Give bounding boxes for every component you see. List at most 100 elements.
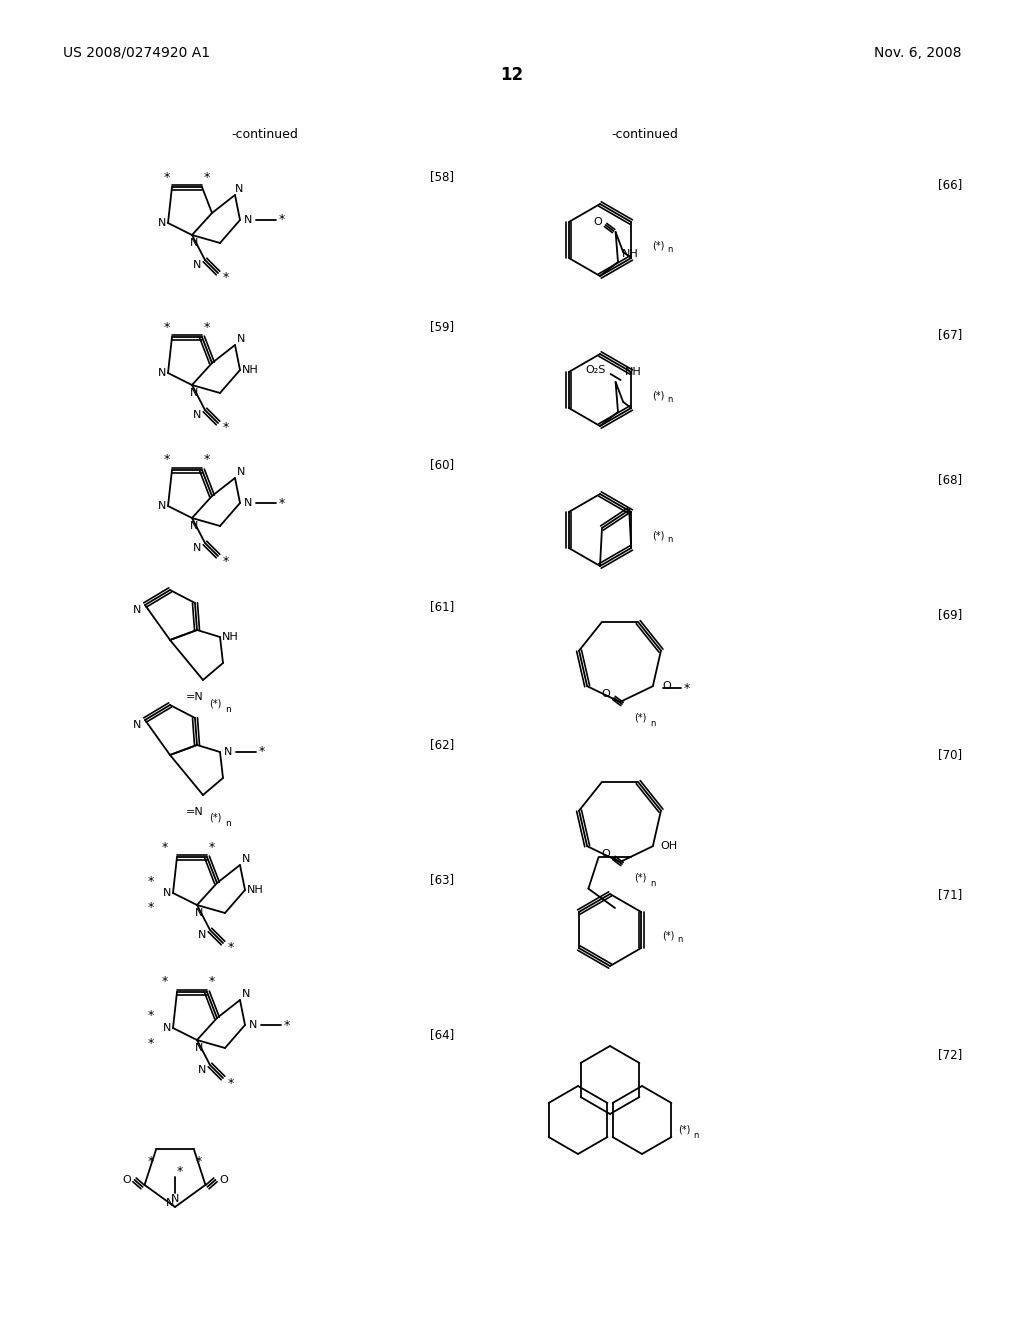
Text: N: N bbox=[193, 260, 201, 271]
Text: 12: 12 bbox=[501, 66, 523, 84]
Text: (*): (*) bbox=[652, 240, 665, 249]
Text: N: N bbox=[242, 989, 250, 999]
Text: N: N bbox=[237, 467, 245, 477]
Text: O: O bbox=[602, 689, 610, 700]
Text: *: * bbox=[162, 841, 168, 854]
Text: *: * bbox=[209, 841, 215, 854]
Text: O₂S: O₂S bbox=[586, 366, 606, 375]
Text: N: N bbox=[133, 605, 141, 615]
Text: n: n bbox=[225, 705, 230, 714]
Text: N: N bbox=[234, 183, 243, 194]
Text: NH: NH bbox=[221, 632, 239, 642]
Text: N: N bbox=[193, 543, 201, 553]
Text: N: N bbox=[171, 1195, 179, 1204]
Text: =N: =N bbox=[186, 692, 204, 702]
Text: (*): (*) bbox=[209, 698, 221, 708]
Text: NH: NH bbox=[626, 367, 642, 378]
Text: *: * bbox=[228, 1077, 234, 1089]
Text: N: N bbox=[189, 238, 199, 248]
Text: [64]: [64] bbox=[430, 1028, 455, 1041]
Text: N: N bbox=[163, 1023, 171, 1034]
Text: [61]: [61] bbox=[430, 601, 455, 614]
Text: *: * bbox=[147, 874, 155, 887]
Text: N: N bbox=[249, 1020, 257, 1030]
Text: N: N bbox=[198, 931, 206, 940]
Text: O: O bbox=[122, 1175, 131, 1185]
Text: N: N bbox=[163, 888, 171, 898]
Text: [66]: [66] bbox=[938, 178, 963, 191]
Text: *: * bbox=[162, 975, 168, 989]
Text: [60]: [60] bbox=[430, 458, 454, 471]
Text: N: N bbox=[198, 1065, 206, 1074]
Text: (*): (*) bbox=[678, 1125, 690, 1135]
Text: n: n bbox=[225, 820, 230, 829]
Text: [63]: [63] bbox=[430, 874, 454, 887]
Text: *: * bbox=[209, 975, 215, 989]
Text: *: * bbox=[204, 454, 210, 466]
Text: *: * bbox=[223, 421, 229, 434]
Text: *: * bbox=[196, 1155, 202, 1168]
Text: O: O bbox=[593, 216, 602, 227]
Text: O: O bbox=[219, 1175, 227, 1185]
Text: n: n bbox=[668, 536, 673, 544]
Text: N: N bbox=[195, 908, 203, 917]
Text: *: * bbox=[147, 1010, 155, 1023]
Text: *: * bbox=[684, 681, 690, 694]
Text: N: N bbox=[166, 1199, 174, 1208]
Text: n: n bbox=[693, 1130, 698, 1139]
Text: N: N bbox=[158, 218, 166, 228]
Text: =N: =N bbox=[186, 807, 204, 817]
Text: O: O bbox=[663, 681, 671, 692]
Text: Nov. 6, 2008: Nov. 6, 2008 bbox=[873, 46, 961, 59]
Text: N: N bbox=[242, 854, 250, 865]
Text: *: * bbox=[147, 902, 155, 915]
Text: [72]: [72] bbox=[938, 1048, 963, 1061]
Text: N: N bbox=[244, 215, 252, 224]
Text: NH: NH bbox=[247, 884, 263, 895]
Text: *: * bbox=[164, 321, 170, 334]
Text: (*): (*) bbox=[652, 389, 665, 400]
Text: *: * bbox=[228, 941, 234, 954]
Text: n: n bbox=[668, 396, 673, 404]
Text: [68]: [68] bbox=[938, 474, 963, 487]
Text: *: * bbox=[147, 1036, 155, 1049]
Text: n: n bbox=[650, 879, 655, 888]
Text: N: N bbox=[189, 388, 199, 399]
Text: [59]: [59] bbox=[430, 321, 454, 334]
Text: n: n bbox=[677, 936, 683, 945]
Text: [58]: [58] bbox=[430, 170, 454, 183]
Text: [62]: [62] bbox=[430, 738, 455, 751]
Text: NH: NH bbox=[242, 366, 258, 375]
Text: N: N bbox=[193, 411, 201, 420]
Text: NH: NH bbox=[622, 249, 638, 259]
Text: *: * bbox=[204, 170, 210, 183]
Text: [69]: [69] bbox=[938, 609, 963, 622]
Text: (*): (*) bbox=[209, 813, 221, 822]
Text: N: N bbox=[133, 719, 141, 730]
Text: N: N bbox=[237, 334, 245, 345]
Text: *: * bbox=[284, 1019, 290, 1031]
Text: (*): (*) bbox=[634, 713, 646, 723]
Text: *: * bbox=[164, 170, 170, 183]
Text: [70]: [70] bbox=[938, 748, 963, 762]
Text: *: * bbox=[279, 496, 285, 510]
Text: N: N bbox=[244, 498, 252, 508]
Text: O: O bbox=[602, 849, 610, 859]
Text: N: N bbox=[158, 368, 166, 378]
Text: n: n bbox=[650, 719, 655, 729]
Text: -continued: -continued bbox=[611, 128, 679, 141]
Text: *: * bbox=[177, 1164, 183, 1177]
Text: N: N bbox=[195, 1043, 203, 1053]
Text: *: * bbox=[164, 454, 170, 466]
Text: n: n bbox=[668, 246, 673, 255]
Text: -continued: -continued bbox=[231, 128, 298, 141]
Text: US 2008/0274920 A1: US 2008/0274920 A1 bbox=[63, 46, 210, 59]
Text: *: * bbox=[204, 321, 210, 334]
Text: *: * bbox=[259, 746, 265, 759]
Text: (*): (*) bbox=[634, 873, 646, 883]
Text: (*): (*) bbox=[652, 531, 665, 540]
Text: [71]: [71] bbox=[938, 888, 963, 902]
Text: *: * bbox=[223, 554, 229, 568]
Text: *: * bbox=[279, 214, 285, 227]
Text: *: * bbox=[223, 272, 229, 285]
